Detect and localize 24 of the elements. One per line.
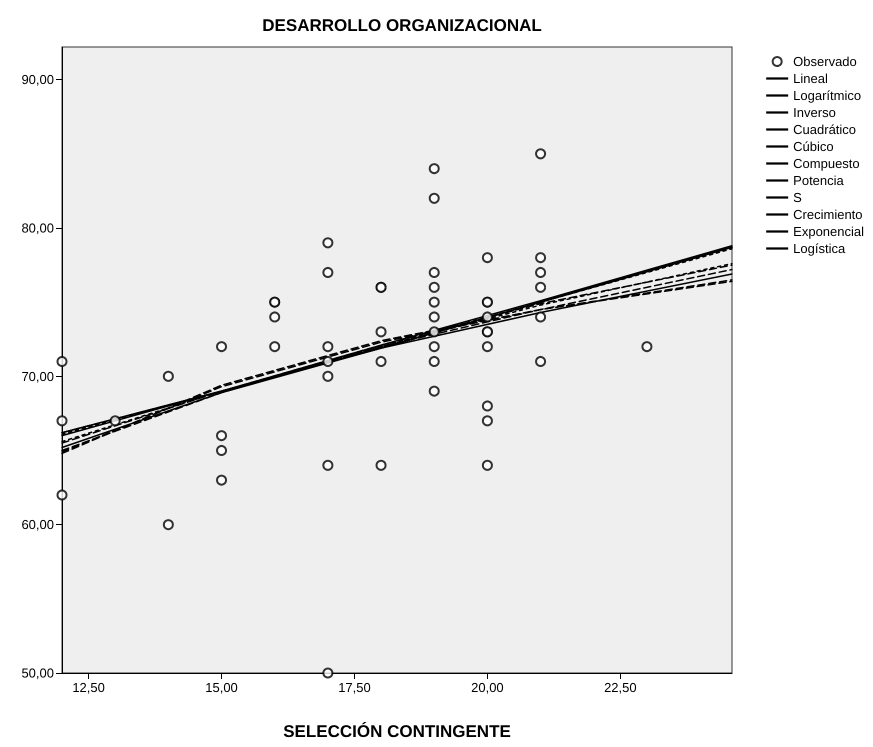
legend-label: Inverso [793,105,836,120]
legend-label: Lineal [793,71,828,86]
y-tick-label: 90,00 [21,72,54,88]
legend-label: Observado [793,54,857,69]
legend-label: Logarítmico [793,88,862,103]
legend-label: Potencia [793,173,845,188]
chart-title: DESARROLLO ORGANIZACIONAL [262,16,542,35]
legend-label: Cuadrático [793,122,856,137]
x-tick-label: 22,50 [604,680,637,695]
legend-label: S [793,190,802,205]
legend-label: Crecimiento [793,207,863,222]
y-tick-label: 80,00 [21,220,54,236]
legend-label: Cúbico [793,139,834,154]
x-tick-label: 17,50 [338,680,371,695]
x-tick-label: 12,50 [72,680,105,695]
x-axis-title: SELECCIÓN CONTINGENTE [283,721,511,741]
y-tick-label: 70,00 [21,368,54,384]
legend-label: Compuesto [793,156,860,171]
y-tick-label: 50,00 [21,666,54,680]
legend-label: Logística [793,241,846,256]
legend-label: Exponencial [793,224,864,239]
x-tick-label: 20,00 [471,680,504,695]
x-tick-label: 15,00 [205,680,238,695]
y-tick-label: 60,00 [21,517,54,532]
